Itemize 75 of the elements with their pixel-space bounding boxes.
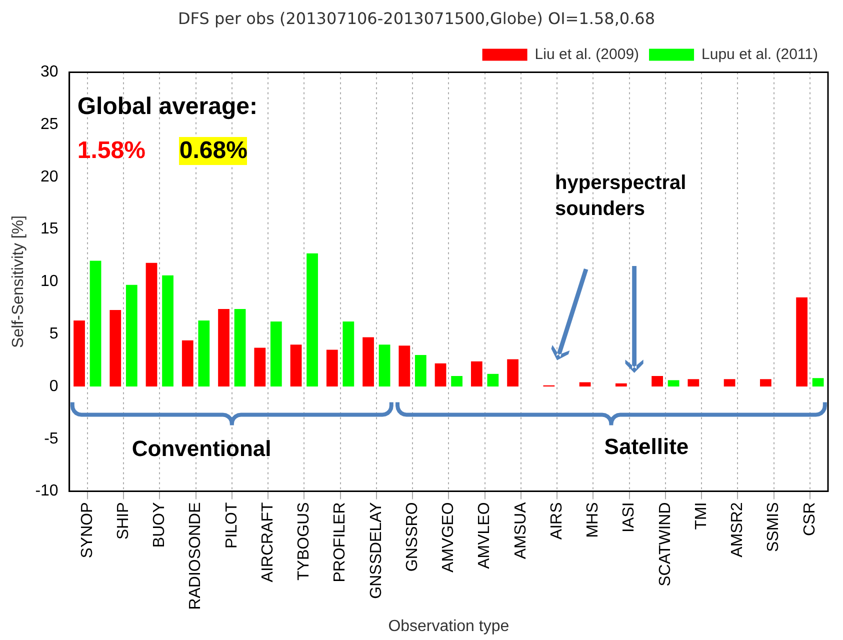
bar [414, 355, 426, 386]
annotation: Satellite [604, 434, 689, 460]
bar [668, 380, 680, 386]
y-tick-label: -10 [35, 482, 58, 500]
bar [579, 382, 591, 386]
chart-title: DFS per obs (201307106-2013071500,Globe) OI=1.58,0.68 [178, 8, 656, 28]
bar [760, 379, 772, 386]
y-tick-label: 30 [40, 64, 58, 81]
bar [812, 378, 824, 386]
bar [451, 376, 462, 386]
x-tick-label: SSMIS [765, 502, 782, 552]
x-tick-label: SYNOP [78, 502, 96, 558]
bar [796, 297, 808, 386]
annotation: Conventional [132, 436, 272, 462]
x-tick-label: AMVLEO [476, 502, 494, 569]
bar [398, 346, 410, 386]
bar [126, 284, 138, 386]
x-tick-label: GNSSDELAY [368, 502, 385, 599]
bar [326, 350, 338, 386]
x-tick-label: RADIOSONDE [187, 502, 204, 610]
bar [306, 253, 318, 386]
bar [507, 359, 518, 386]
bar [254, 348, 266, 386]
bar [342, 322, 354, 386]
annotation: 1.58% [77, 137, 146, 166]
bar [470, 361, 482, 386]
x-tick-label: SCATWIND [656, 502, 674, 586]
bar [218, 308, 230, 386]
annotation: hyperspectral sounders [555, 170, 688, 222]
legend-label: Lupu et al. (2011) [702, 46, 818, 63]
bar [74, 320, 85, 386]
y-axis-title: Self-Sensitivity [%] [10, 215, 28, 348]
bar [162, 275, 174, 386]
x-tick-label: MHS [584, 502, 602, 538]
bar [110, 310, 122, 386]
y-tick-label: 20 [40, 168, 58, 186]
bar [234, 308, 246, 386]
x-axis-title: Observation type [388, 618, 510, 635]
x-tick-label: CSR [801, 502, 818, 536]
x-tick-label: BUOY [151, 502, 168, 548]
annotation: 0.68% [179, 137, 248, 166]
bar [362, 337, 374, 386]
x-tick-label: SHIP [114, 502, 132, 540]
x-tick-label: TMI [692, 502, 710, 530]
x-tick-label: AIRCRAFT [259, 502, 276, 582]
x-tick-label: AMSR2 [729, 502, 746, 558]
x-tick-label: PROFILER [332, 502, 349, 582]
x-tick-label: PILOT [223, 502, 240, 548]
y-tick-label: 0 [49, 378, 58, 395]
x-tick-label: AMSUA [512, 502, 530, 560]
bar [487, 374, 499, 386]
bar [198, 320, 210, 386]
bar [652, 376, 663, 386]
bar [182, 340, 194, 386]
y-tick-label: 5 [49, 326, 58, 342]
bar [146, 262, 158, 386]
legend-label: Liu et al. (2009) [534, 46, 640, 63]
x-tick-label: IASI [620, 502, 638, 532]
x-tick-label: TYBOGUS [296, 502, 313, 580]
bar [434, 363, 446, 386]
y-tick-label: -5 [44, 430, 58, 448]
y-tick-label: 10 [40, 273, 58, 290]
bar [615, 383, 627, 386]
bar [290, 344, 302, 386]
y-tick-label: 15 [40, 220, 58, 238]
y-tick-label: 25 [40, 116, 58, 133]
bar [90, 260, 102, 386]
x-tick-label: GNSSRO [404, 502, 421, 572]
annotation: Global average: [77, 93, 258, 122]
bar [688, 379, 700, 386]
bar [270, 322, 282, 386]
x-tick-label: AIRS [548, 502, 566, 540]
bar [724, 379, 736, 386]
x-tick-label: AMVGEO [440, 502, 458, 572]
bar [378, 344, 390, 386]
